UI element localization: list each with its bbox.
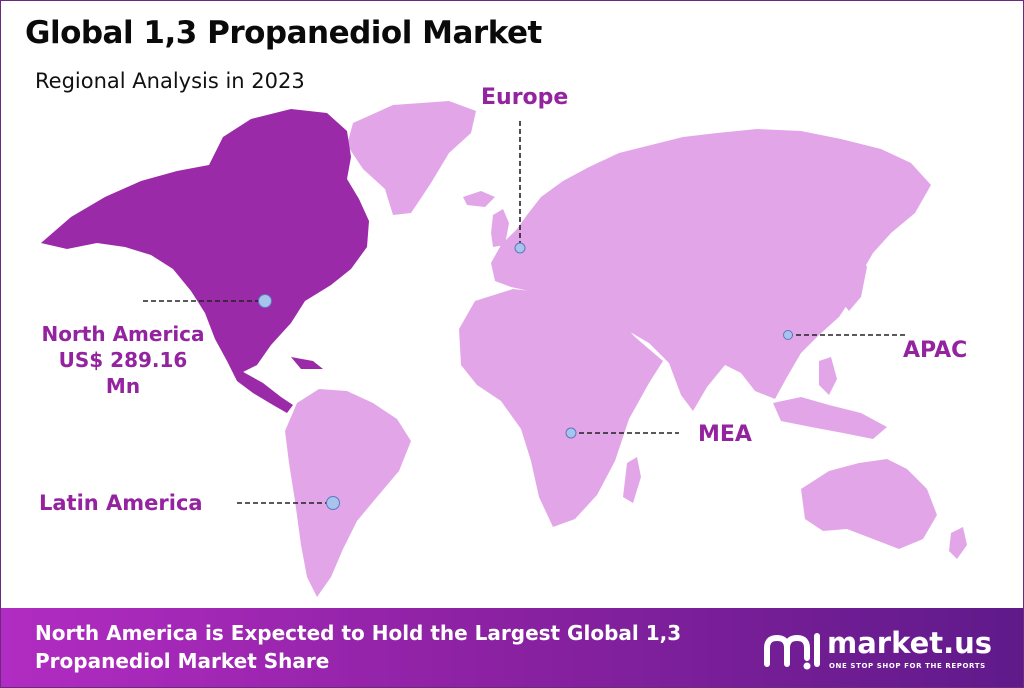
australia-shape	[801, 459, 937, 549]
chart-title: Global 1,3 Propanediol Market	[25, 15, 542, 51]
sea-islands-shape	[773, 397, 887, 439]
japan-shape	[841, 251, 867, 311]
philippines-shape	[819, 357, 837, 395]
madagascar-shape	[623, 457, 641, 503]
north-america-value: US$ 289.16	[58, 348, 188, 372]
latin-america-shape	[285, 389, 411, 597]
uk-shape	[491, 209, 509, 247]
brand-logo[interactable]: market.us ONE STOP SHOP FOR THE REPORTS	[761, 624, 1011, 674]
eurasia-shape	[491, 129, 931, 411]
europe-label: Europe	[481, 85, 569, 110]
market-us-logo-icon	[764, 633, 820, 670]
north-america-label: North America US$ 289.16 Mn	[19, 321, 227, 399]
greenland-shape	[347, 101, 476, 215]
footer-banner: North America is Expected to Hold the La…	[1, 608, 1023, 687]
central-america-shape	[227, 361, 293, 413]
iceland-shape	[463, 191, 495, 207]
caribbean-shape	[291, 357, 323, 369]
banner-statement: North America is Expected to Hold the La…	[35, 621, 682, 673]
apac-label: APAC	[903, 338, 968, 363]
apac-marker	[783, 330, 793, 340]
north-america-unit: Mn	[105, 374, 141, 398]
brand-name: market.us	[827, 626, 993, 660]
brand-tagline: ONE STOP SHOP FOR THE REPORTS	[829, 662, 986, 670]
world-map	[41, 101, 967, 597]
latin-america-marker	[326, 496, 340, 510]
new-zealand-shape	[949, 527, 967, 559]
north-america-name: North America	[41, 322, 205, 346]
latin-america-label: Latin America	[39, 491, 203, 515]
chart-subtitle: Regional Analysis in 2023	[35, 69, 305, 93]
europe-marker	[514, 242, 526, 254]
mea-label: MEA	[698, 422, 752, 447]
north-america-shape	[41, 109, 369, 373]
north-america-marker	[258, 294, 272, 308]
africa-shape	[459, 289, 663, 527]
mea-marker	[565, 427, 577, 439]
